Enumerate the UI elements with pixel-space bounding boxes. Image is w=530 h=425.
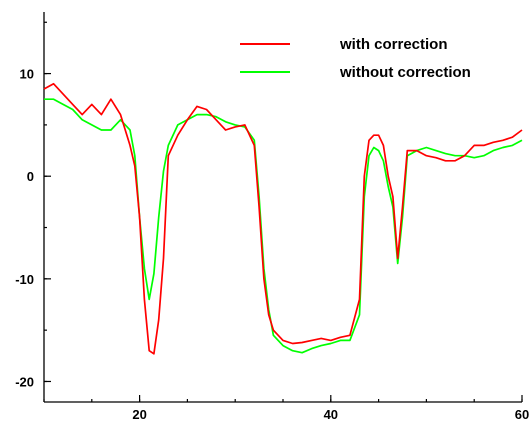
y-tick-label: 0 <box>27 169 34 184</box>
legend-label-with-correction: with correction <box>339 36 448 53</box>
legend: with correction without correction <box>240 36 471 81</box>
y-tick-label: -20 <box>15 374 34 389</box>
legend-label-without-correction: without correction <box>339 64 471 81</box>
series-layer <box>44 84 522 354</box>
y-tick-label: 10 <box>20 67 34 82</box>
x-tick-label: 20 <box>132 407 146 422</box>
x-tick-label: 60 <box>515 407 529 422</box>
y-tick-label: -10 <box>15 272 34 287</box>
series-line-without-correction <box>44 99 522 353</box>
x-tick-label: 40 <box>324 407 338 422</box>
